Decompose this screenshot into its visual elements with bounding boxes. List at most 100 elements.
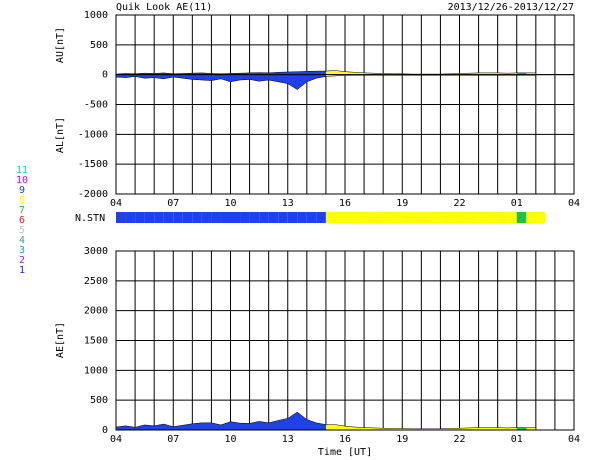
station-bar [354, 212, 365, 223]
station-bar [192, 212, 202, 223]
station-bar [345, 212, 355, 223]
x-tick-label: 10 [224, 434, 236, 445]
area [115, 411, 537, 431]
x-tick-label: 10 [224, 198, 236, 209]
y-tick-label: 2000 [84, 306, 108, 317]
station-bar [220, 212, 231, 223]
y-tick-label: 2500 [84, 276, 108, 287]
station-bar [163, 212, 174, 223]
x-tick-label: 04 [568, 198, 580, 209]
station-bar [430, 212, 441, 223]
x-tick-label: 04 [110, 434, 122, 445]
station-legend: 10 [16, 175, 28, 186]
x-tick-label: 04 [568, 434, 580, 445]
station-bar [497, 212, 508, 223]
station-legend: 8 [19, 195, 25, 206]
station-bar [383, 212, 393, 223]
x-tick-label: 07 [167, 434, 179, 445]
y-tick-label: 3000 [84, 246, 108, 257]
station-bar [316, 212, 326, 223]
station-bar [535, 212, 546, 223]
x-tick-label: 22 [453, 434, 465, 445]
station-bar [507, 212, 517, 223]
station-bar [440, 212, 450, 223]
station-bar [211, 212, 221, 223]
station-bar [278, 212, 288, 223]
station-bar [135, 212, 145, 223]
y-tick-label: 500 [90, 40, 108, 51]
station-bar [154, 212, 164, 223]
x-axis-label: Time [UT] [318, 447, 372, 458]
station-bar [469, 212, 479, 223]
station-bar [325, 212, 336, 223]
station-bar [459, 212, 470, 223]
date-range: 2013/12/26-2013/12/27 [448, 2, 574, 13]
x-tick-label: 19 [396, 198, 408, 209]
y-tick-label: 0 [102, 70, 108, 81]
station-bar [449, 212, 460, 223]
y-tick-label: -1000 [78, 129, 108, 140]
y-tick-label: 1500 [84, 336, 108, 347]
x-tick-label: 22 [453, 198, 465, 209]
station-legend: 6 [19, 215, 25, 226]
x-tick-label: 16 [339, 434, 351, 445]
y-tick-label: -500 [84, 100, 108, 111]
station-legend: 1 [19, 265, 25, 276]
station-legend: 2 [19, 255, 25, 266]
station-bar [516, 212, 527, 223]
y-tick-label: 0 [102, 425, 108, 436]
station-bar [287, 212, 298, 223]
x-tick-label: 13 [282, 198, 294, 209]
station-legend: 7 [19, 205, 25, 216]
stations-label: N.STN [75, 213, 105, 224]
station-bar [240, 212, 250, 223]
station-bar [488, 212, 498, 223]
station-bar [201, 212, 212, 223]
station-bar [144, 212, 155, 223]
y-axis-label: AL[nT] [55, 117, 66, 153]
station-bar [297, 212, 307, 223]
x-tick-label: 01 [511, 434, 523, 445]
y-tick-label: -2000 [78, 189, 108, 200]
x-tick-label: 04 [110, 198, 122, 209]
y-tick-label: 500 [90, 395, 108, 406]
y-tick-label: 1000 [84, 365, 108, 376]
y-tick-label: -1500 [78, 159, 108, 170]
station-bar [306, 212, 317, 223]
station-bar [526, 212, 536, 223]
y-axis-label: AU[nT] [55, 27, 66, 63]
x-tick-label: 16 [339, 198, 351, 209]
station-bar [230, 212, 241, 223]
station-bar [249, 212, 260, 223]
station-legend: 9 [19, 185, 25, 196]
station-bar [402, 212, 412, 223]
area [115, 74, 537, 90]
x-tick-label: 07 [167, 198, 179, 209]
station-bar [173, 212, 183, 223]
station-legend: 5 [19, 225, 25, 236]
station-bar [259, 212, 269, 223]
chart-title: Quik Look AE(11) [116, 2, 212, 13]
station-legend: 3 [19, 245, 25, 256]
station-bar [478, 212, 489, 223]
y-axis-label: AE[nT] [55, 322, 66, 358]
station-bar [125, 212, 136, 223]
station-bar [182, 212, 193, 223]
station-bar [373, 212, 384, 223]
x-tick-label: 01 [511, 198, 523, 209]
station-bar [392, 212, 403, 223]
station-legend: 4 [19, 235, 25, 246]
station-bar [116, 212, 126, 223]
station-bar [421, 212, 431, 223]
station-bar [268, 212, 279, 223]
x-tick-label: 13 [282, 434, 294, 445]
station-bar [411, 212, 422, 223]
station-bar [335, 212, 345, 223]
station-bar [364, 212, 374, 223]
area [115, 70, 537, 75]
x-tick-label: 19 [396, 434, 408, 445]
station-legend: 11 [16, 165, 28, 176]
y-tick-label: 1000 [84, 10, 108, 21]
